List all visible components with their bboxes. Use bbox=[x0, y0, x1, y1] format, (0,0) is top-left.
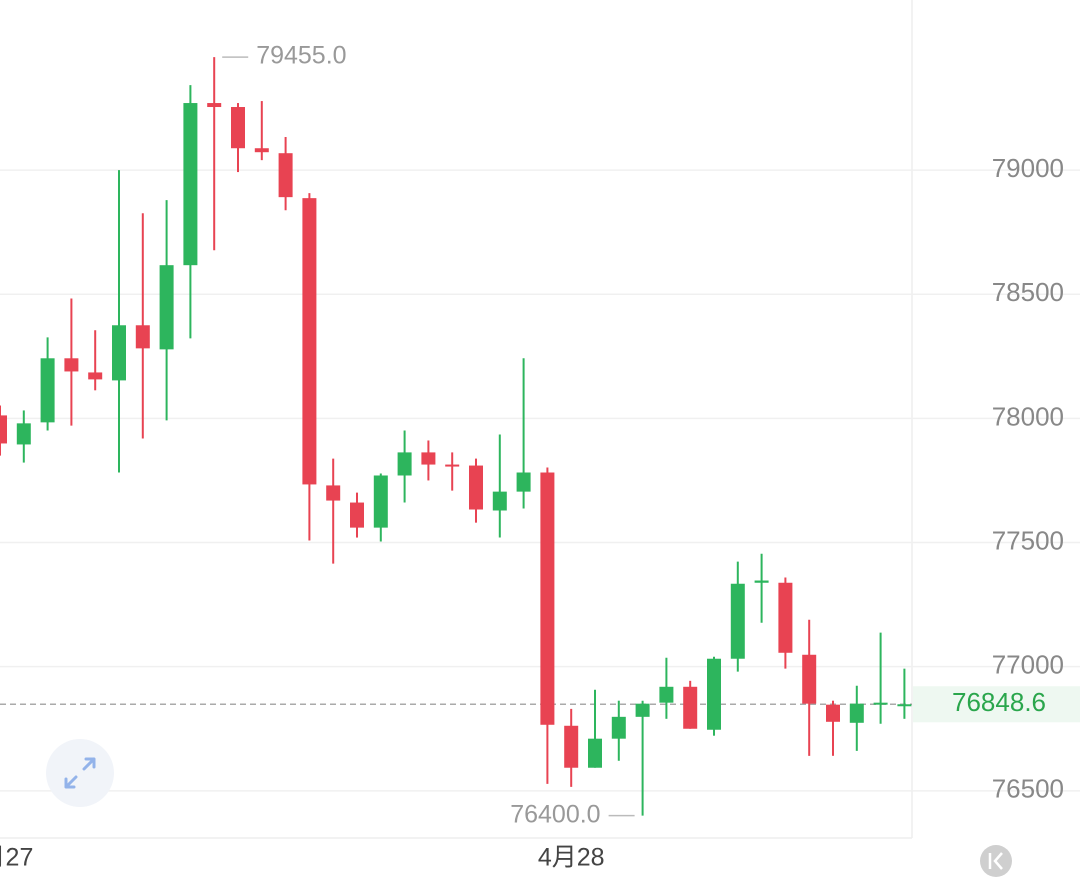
candle-body bbox=[445, 464, 460, 467]
candle-body bbox=[88, 372, 103, 380]
candle-body bbox=[826, 704, 840, 722]
kline-icon[interactable] bbox=[988, 852, 1003, 870]
candle-body bbox=[278, 153, 293, 198]
candle-body bbox=[469, 465, 483, 510]
candle-body bbox=[564, 725, 579, 768]
candle-body bbox=[754, 580, 769, 583]
candle-body bbox=[588, 738, 602, 768]
y-tick-label: 79000 bbox=[992, 153, 1064, 183]
candle-body bbox=[492, 491, 507, 511]
candle-body bbox=[516, 472, 531, 492]
x-tick-label: 4月27 bbox=[0, 844, 33, 872]
candle-body bbox=[897, 704, 912, 707]
kline-button[interactable] bbox=[980, 845, 1012, 877]
y-tick-label: 77000 bbox=[992, 650, 1064, 680]
min-label: 76400.0 bbox=[510, 800, 600, 828]
candle-body bbox=[64, 358, 79, 372]
candle-body bbox=[135, 325, 150, 349]
candle-body bbox=[659, 686, 674, 703]
candle-body bbox=[302, 198, 317, 485]
candle-body bbox=[540, 472, 555, 725]
y-tick-label: 78500 bbox=[992, 277, 1064, 307]
candle-body bbox=[373, 475, 388, 528]
last-price-box bbox=[913, 686, 1080, 723]
candle-body bbox=[730, 583, 745, 659]
candle-body bbox=[326, 485, 341, 501]
candle-body bbox=[350, 502, 364, 528]
candle-body bbox=[254, 148, 269, 153]
y-tick-label: 77500 bbox=[992, 525, 1064, 555]
candle-body bbox=[159, 265, 174, 350]
candle-body bbox=[707, 658, 721, 730]
candle-body bbox=[849, 703, 864, 723]
candle-body bbox=[421, 452, 436, 465]
max-label: 79455.0 bbox=[256, 42, 346, 70]
expand-button[interactable] bbox=[46, 739, 114, 807]
candle-body bbox=[683, 686, 698, 729]
candle-body bbox=[112, 325, 126, 381]
candle-body bbox=[0, 415, 7, 444]
candle-body bbox=[778, 582, 793, 653]
candle-body bbox=[397, 452, 412, 476]
x-tick-label: 4月28 bbox=[538, 844, 605, 872]
candle-body bbox=[873, 702, 888, 705]
candle-body bbox=[635, 703, 650, 717]
candle-body bbox=[231, 107, 245, 149]
candle-body bbox=[40, 358, 55, 423]
candle-body bbox=[207, 103, 222, 108]
y-tick-label: 76500 bbox=[992, 774, 1064, 804]
y-tick-label: 78000 bbox=[992, 401, 1064, 431]
expand-button-bg[interactable] bbox=[46, 739, 114, 807]
candle-body bbox=[802, 654, 817, 704]
candle-body bbox=[16, 423, 31, 445]
candle-body bbox=[611, 716, 626, 739]
last-price-label: 76848.6 bbox=[952, 687, 1046, 717]
candle-body bbox=[183, 103, 198, 266]
expand-icon[interactable] bbox=[64, 757, 96, 789]
